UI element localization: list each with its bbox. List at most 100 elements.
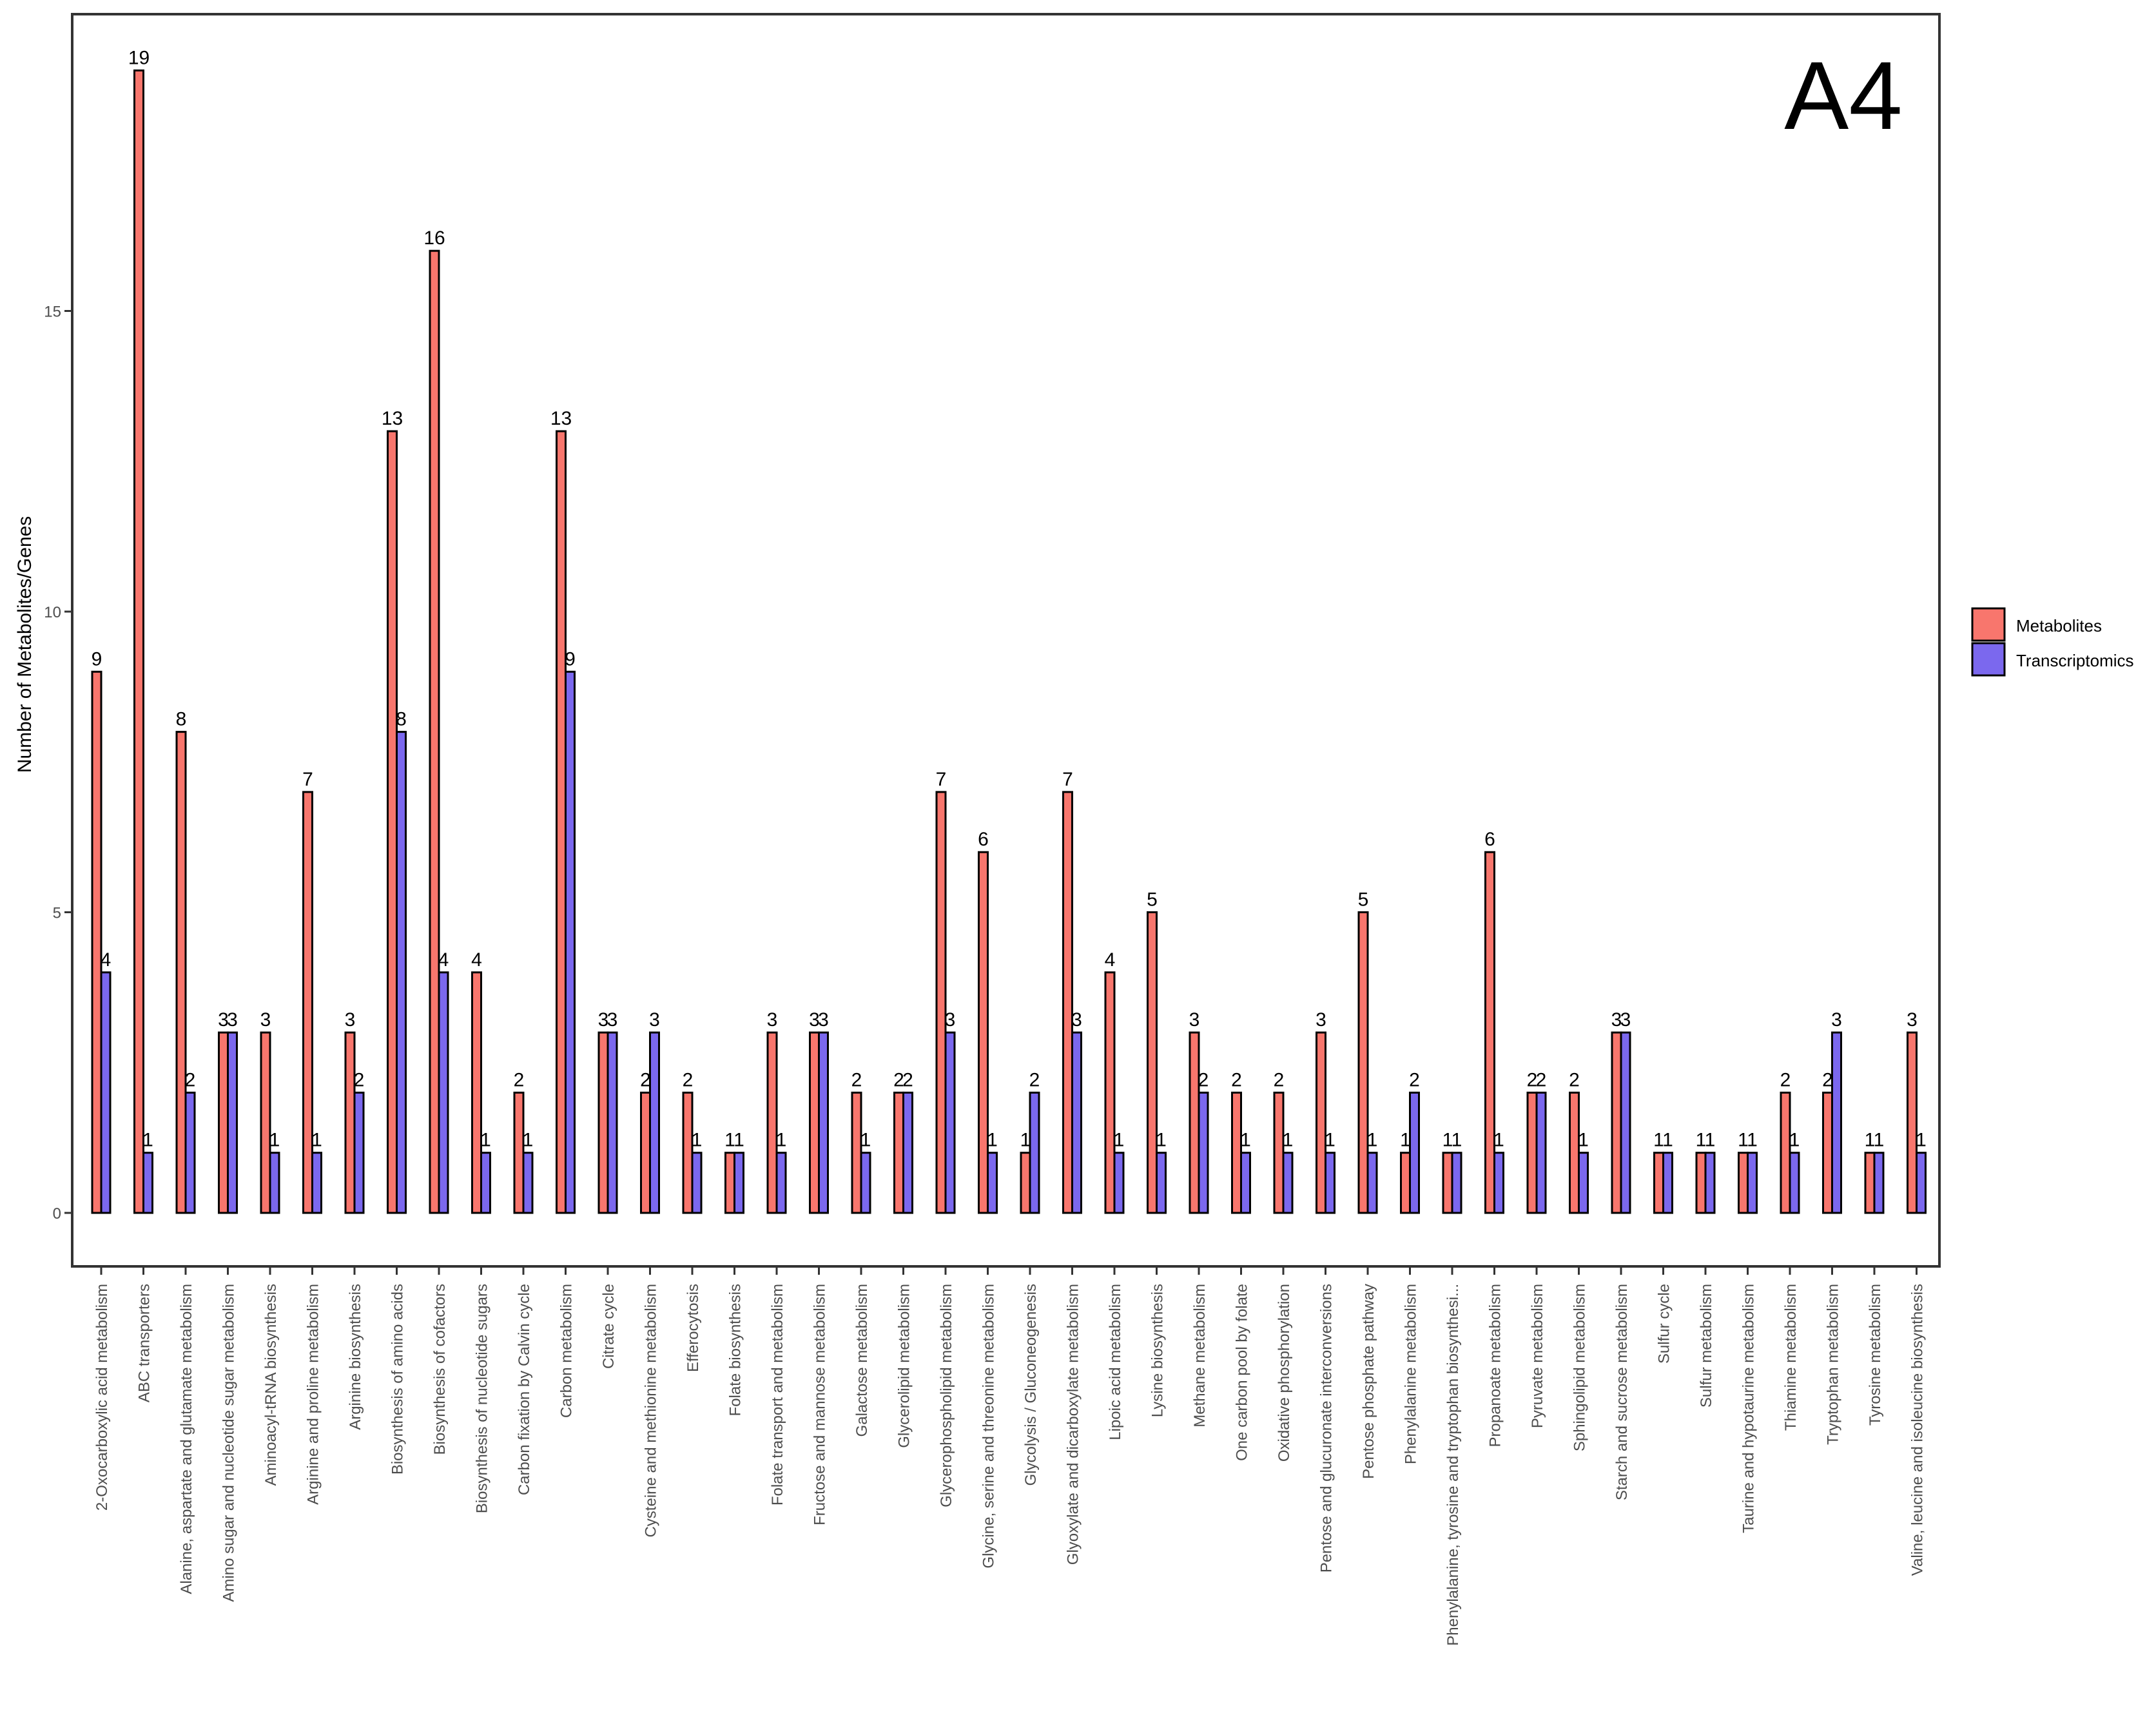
value-label: 3 [818,1009,829,1031]
bar-transcriptomics [142,1152,153,1214]
bar-transcriptomics [396,731,407,1214]
value-label: 1 [733,1130,744,1151]
x-tick-label: Folate transport and metabolism [769,1284,786,1505]
x-tick-label: Starch and sucrose metabolism [1613,1284,1631,1500]
bar-transcriptomics [902,1091,913,1214]
x-tick-label: Fructose and mannose metabolism [811,1284,829,1525]
value-label: 1 [987,1130,998,1151]
value-label: 1 [1747,1130,1758,1151]
bar-transcriptomics [1747,1152,1758,1214]
value-label: 1 [1789,1130,1800,1151]
value-label: 2 [1409,1069,1420,1090]
x-tick-label: Carbon fixation by Calvin cycle [516,1284,533,1495]
bar-metabolites [1653,1152,1664,1214]
bar-transcriptomics [311,1152,322,1214]
y-axis-title: Number of Metabolites/Genes [14,516,35,773]
bar-transcriptomics [1071,1031,1082,1214]
x-tick-label: Cysteine and methionine metabolism [643,1284,660,1538]
legend-swatch-metabolites [1971,607,2006,642]
x-tick-label: Biosynthesis of cofactors [431,1284,449,1455]
bar-metabolites [851,1091,862,1214]
x-tick-label: Glycerolipid metabolism [896,1284,913,1448]
value-label: 3 [607,1009,618,1031]
value-label: 1 [1696,1130,1707,1151]
value-label: 6 [978,829,989,850]
x-tick-label: Lipoic acid metabolism [1107,1284,1124,1440]
value-label: 1 [1662,1130,1673,1151]
value-label: 2 [1527,1069,1538,1090]
value-label: 1 [1578,1130,1589,1151]
bar-transcriptomics [733,1152,744,1214]
bar-transcriptomics [353,1091,365,1214]
bar-metabolites [1738,1152,1749,1214]
value-label: 1 [1240,1130,1251,1151]
bar-metabolites [1611,1031,1622,1214]
value-label: 1 [724,1130,735,1151]
x-tick-label: Oxidative phosphorylation [1276,1284,1293,1462]
bar-transcriptomics [775,1152,787,1214]
bar-metabolites [1526,1091,1538,1214]
bar-metabolites [1695,1152,1707,1214]
value-label: 4 [101,949,112,971]
x-tick-label: Sulfur cycle [1656,1284,1673,1364]
bar-metabolites [935,791,947,1214]
x-tick-label: Tyrosine metabolism [1867,1284,1884,1426]
value-label: 1 [1400,1130,1411,1151]
value-label: 1 [1874,1130,1885,1151]
bar-transcriptomics [649,1031,660,1214]
value-label: 8 [176,709,187,730]
value-label: 19 [128,47,150,68]
bar-metabolites [471,971,482,1214]
bar-transcriptomics [1789,1152,1800,1214]
bar-transcriptomics [1029,1091,1040,1214]
x-tick-label: Phenylalanine metabolism [1403,1284,1420,1464]
bar-metabolites [1231,1091,1242,1214]
bar-transcriptomics [1493,1152,1504,1214]
bar-metabolites [556,430,567,1214]
value-label: 3 [1189,1009,1200,1031]
bar-metabolites [640,1091,651,1214]
bar-transcriptomics [1535,1091,1547,1214]
bar-transcriptomics [565,670,576,1214]
value-label: 9 [565,648,576,670]
value-label: 2 [1569,1069,1580,1090]
value-label: 3 [945,1009,956,1031]
bar-metabolites [1147,911,1158,1214]
legend: Metabolites Transcriptomics [1971,607,2134,677]
bar-metabolites [344,1031,356,1214]
bar-metabolites [1907,1031,1918,1214]
value-label: 3 [767,1009,778,1031]
value-label: 4 [1105,949,1116,971]
y-tick-label: 5 [53,905,61,922]
y-axis: 0 5 10 15 [44,304,72,1223]
x-tick-label: Pyruvate metabolism [1529,1284,1546,1428]
bar-transcriptomics [1916,1152,1927,1214]
bar-transcriptomics [1325,1152,1335,1214]
value-label: 1 [1738,1130,1749,1151]
bar-transcriptomics [1831,1031,1842,1214]
x-tick-label: Arginine and proline metabolism [305,1284,322,1505]
value-label: 2 [1029,1069,1040,1090]
bar-transcriptomics [1451,1152,1462,1214]
value-label: 2 [640,1069,651,1090]
value-label: 2 [683,1069,694,1090]
bar-metabolites [260,1031,271,1214]
bar-metabolites [302,791,313,1214]
x-tick-label: Biosynthesis of amino acids [389,1284,407,1475]
x-tick-label: Amino sugar and nucleotide sugar metabol… [220,1284,238,1602]
value-label: 3 [1071,1009,1082,1031]
bar-transcriptomics [100,971,112,1214]
bar-metabolites [513,1091,525,1214]
legend-swatch-transcriptomics [1971,642,2006,677]
bar-transcriptomics [480,1152,491,1214]
bar-transcriptomics [1873,1152,1885,1214]
value-label: 6 [1484,829,1495,850]
value-label: 1 [1653,1130,1664,1151]
bars-layer [91,69,1927,1214]
x-tick-label: Pentose phosphate pathway [1360,1284,1377,1479]
x-tick-label: Galactose metabolism [853,1284,871,1437]
legend-label-transcriptomics: Transcriptomics [2016,651,2134,670]
value-label: 3 [1611,1009,1622,1031]
value-label: 3 [345,1009,356,1031]
